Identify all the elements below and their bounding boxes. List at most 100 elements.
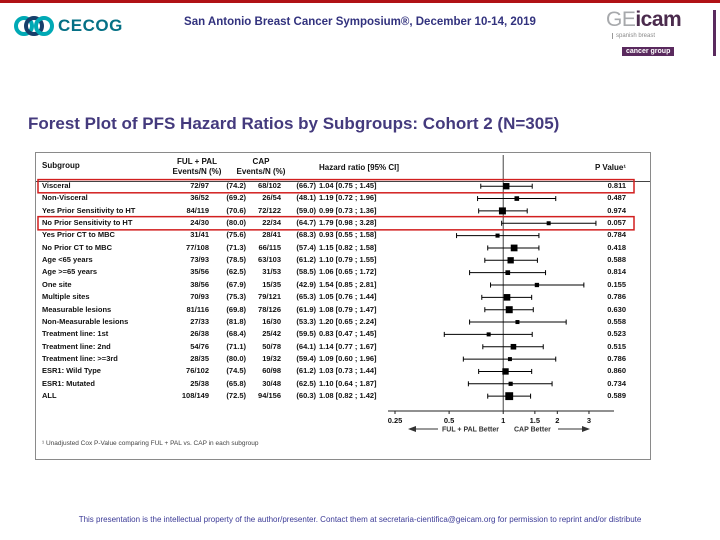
axis-tick-label: 1.5	[530, 416, 540, 425]
cell-arm1-events: 35/56	[190, 267, 209, 277]
cell-arm2-events: 94/156	[258, 390, 281, 400]
cell-p-value: 0.487	[607, 193, 626, 203]
cell-arm2-pct: (59.4)	[296, 353, 316, 363]
cell-arm1-events: 24/30	[190, 218, 209, 228]
cell-hazard-ratio: 1.20 [0.65 ; 2.24]	[319, 316, 377, 326]
table-row: Multiple sites 70/93 (75.3) 79/121 (65.3) 1.0…	[36, 291, 650, 303]
cell-subgroup: Measurable lesions	[42, 304, 112, 314]
cell-p-value: 0.786	[607, 292, 626, 302]
cell-arm2-pct: (59.0)	[296, 205, 316, 215]
cell-arm1-pct: (65.8)	[226, 378, 246, 388]
table-row: ESR1: Mutated 25/38 (65.8) 30/48 (62.5) 1.10 …	[36, 378, 650, 390]
cell-subgroup: One site	[42, 279, 72, 289]
left-arrow-head	[408, 426, 416, 432]
axis-tick-label: 1	[501, 416, 505, 425]
cell-arm2-events: 28/41	[262, 230, 281, 240]
cell-hazard-ratio: 1.54 [0.85 ; 2.81]	[319, 279, 377, 289]
cell-arm1-events: 36/52	[190, 193, 209, 203]
cell-hazard-ratio: 1.19 [0.72 ; 1.96]	[319, 193, 377, 203]
cell-arm1-pct: (70.6)	[226, 205, 246, 215]
cell-p-value: 0.558	[607, 316, 626, 326]
symposium-title: San Antonio Breast Cancer Symposium®, De…	[184, 16, 536, 28]
col-header-arm2-name: CAP	[252, 157, 270, 166]
cell-arm2-events: 72/122	[258, 205, 281, 215]
cell-subgroup: Treatment line: 1st	[42, 329, 109, 339]
cell-arm2-events: 78/126	[258, 304, 281, 314]
col-header-subgroup: Subgroup	[42, 161, 80, 170]
cell-arm2-events: 30/48	[262, 378, 281, 388]
cecog-logo: CECOG	[14, 12, 123, 40]
cell-arm2-events: 19/32	[262, 353, 281, 363]
col-header-hazard-ratio: Hazard ratio [95% CI]	[319, 163, 400, 172]
cell-arm1-pct: (80.0)	[226, 353, 246, 363]
table-row: One site 38/56 (67.9) 15/35 (42.9) 1.54 [0.85…	[36, 279, 650, 291]
cell-hazard-ratio: 1.05 [0.76 ; 1.44]	[319, 292, 377, 302]
col-header-p-value: P Value¹	[595, 163, 626, 172]
cell-subgroup: ESR1: Mutated	[42, 378, 95, 388]
cell-hazard-ratio: 1.06 [0.65 ; 1.72]	[319, 267, 377, 277]
direction-label-left: FUL + PAL Better	[442, 427, 499, 434]
cell-arm2-pct: (61.2)	[296, 366, 316, 376]
cell-arm1-events: 76/102	[186, 366, 209, 376]
cell-hazard-ratio: 1.03 [0.73 ; 1.44]	[319, 366, 377, 376]
cell-arm1-pct: (71.3)	[226, 242, 246, 252]
cell-arm1-events: 31/41	[190, 230, 209, 240]
col-header-arm2: CAP Events/N (%)	[221, 157, 301, 177]
cell-subgroup: ESR1: Wild Type	[42, 366, 101, 376]
cell-arm2-pct: (60.3)	[296, 390, 316, 400]
cell-subgroup: Age <65 years	[42, 255, 93, 265]
cell-subgroup: Age >=65 years	[42, 267, 98, 277]
cell-p-value: 0.630	[607, 304, 626, 314]
cell-arm1-pct: (75.6)	[226, 230, 246, 240]
table-row: Age <65 years 73/93 (78.5) 63/103 (61.2) 1.10…	[36, 254, 650, 266]
cell-arm2-events: 50/78	[262, 341, 281, 351]
cell-subgroup: Treatment line: >=3rd	[42, 353, 118, 363]
table-row: ESR1: Wild Type 76/102 (74.5) 60/98 (61.2) 1.…	[36, 365, 650, 377]
cell-arm1-pct: (72.5)	[226, 390, 246, 400]
col-header-arm2-events: Events/N (%)	[236, 167, 286, 176]
cell-arm2-events: 66/115	[258, 242, 281, 252]
cell-p-value: 0.589	[607, 390, 626, 400]
cell-arm2-events: 15/35	[262, 279, 281, 289]
geicam-wordmark: GEicam	[606, 8, 710, 32]
top-accent-line	[0, 0, 720, 3]
geicam-subtitle-spanish-breast: spanish breast	[612, 33, 710, 39]
cell-arm1-events: 81/116	[186, 304, 209, 314]
cell-arm1-pct: (74.5)	[226, 366, 246, 376]
cell-arm2-pct: (53.3)	[296, 316, 316, 326]
cell-arm1-events: 54/76	[190, 341, 209, 351]
cell-p-value: 0.523	[607, 329, 626, 339]
cell-arm2-events: 31/53	[262, 267, 281, 277]
cell-subgroup: Visceral	[42, 181, 71, 190]
cell-arm2-pct: (62.5)	[296, 378, 316, 388]
cell-p-value: 0.734	[607, 378, 626, 388]
cell-arm1-pct: (71.1)	[226, 341, 246, 351]
cell-arm2-pct: (48.1)	[296, 193, 316, 203]
cell-subgroup: Treatment line: 2nd	[42, 341, 111, 351]
cell-hazard-ratio: 0.93 [0.55 ; 1.58]	[319, 230, 377, 240]
cell-p-value: 0.057	[607, 218, 626, 228]
geicam-accent-bar	[713, 10, 716, 56]
cell-hazard-ratio: 1.04 [0.75 ; 1.45]	[319, 181, 377, 190]
cell-arm1-pct: (69.2)	[226, 193, 246, 203]
footnote: ¹ Unadjusted Cox P-Value comparing FUL +…	[42, 440, 259, 447]
cell-arm2-pct: (65.3)	[296, 292, 316, 302]
cell-arm1-pct: (62.5)	[226, 267, 246, 277]
table-row: Treatment line: 2nd 54/76 (71.1) 50/78 (64.1…	[36, 341, 650, 353]
cell-subgroup: Yes Prior Sensitivity to HT	[42, 205, 136, 215]
table-row: Age >=65 years 35/56 (62.5) 31/53 (58.5) 1.06…	[36, 266, 650, 278]
table-row: Treatment line: 1st 26/38 (68.4) 25/42 (59.5…	[36, 328, 650, 340]
cell-arm1-events: 108/149	[181, 390, 209, 400]
cell-hazard-ratio: 1.09 [0.60 ; 1.96]	[319, 353, 377, 363]
cell-arm2-pct: (64.1)	[296, 341, 316, 351]
forest-plot-panel: Subgroup FUL + PAL Events/N (%) CAP Even…	[35, 152, 651, 460]
cell-arm1-pct: (67.9)	[226, 279, 246, 289]
cell-arm1-events: 72/97	[190, 181, 209, 190]
cell-p-value: 0.784	[607, 230, 626, 240]
cell-subgroup: Yes Prior CT to MBC	[42, 230, 115, 240]
cell-arm2-pct: (64.7)	[296, 218, 316, 228]
cell-subgroup: Multiple sites	[42, 292, 90, 302]
cell-arm1-pct: (81.8)	[226, 316, 246, 326]
cell-hazard-ratio: 1.79 [0.98 ; 3.28]	[319, 218, 377, 228]
